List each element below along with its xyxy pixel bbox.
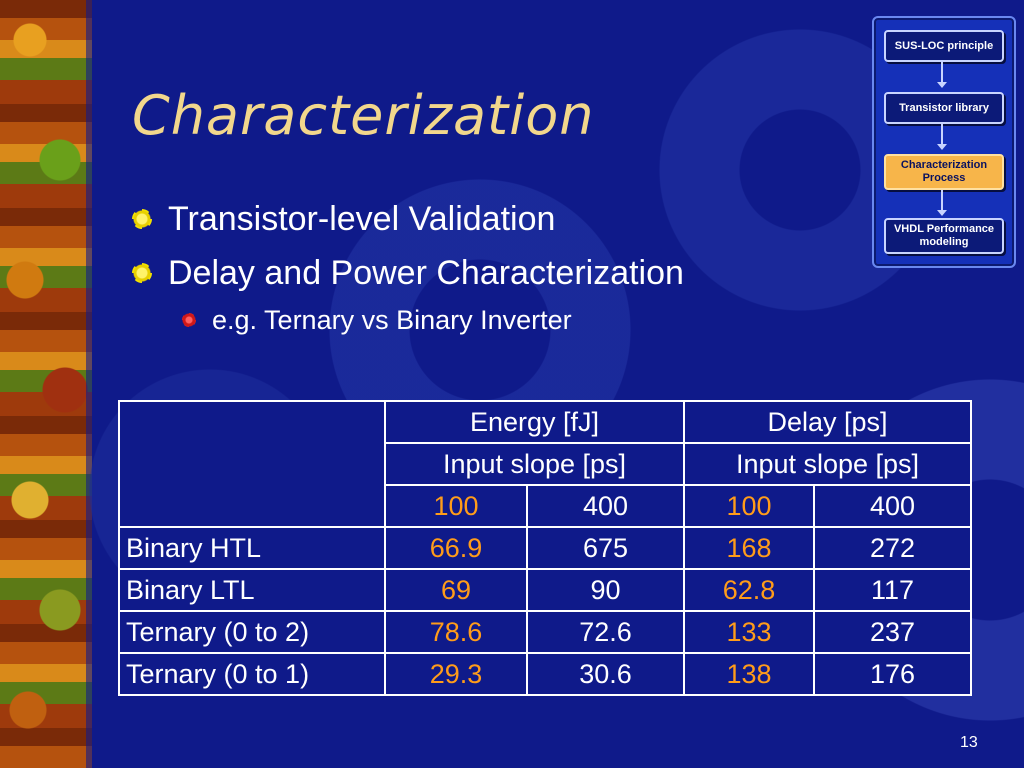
- header-delay: Delay [ps]: [683, 400, 972, 444]
- table-cell: 90: [526, 568, 685, 612]
- table-row: Ternary (0 to 2) 78.6 72.6 133 237: [118, 610, 972, 654]
- table-cell: 272: [813, 526, 972, 570]
- slide-title: Characterization: [132, 84, 595, 147]
- flow-step-sus-loc: SUS-LOC principle: [884, 30, 1004, 62]
- table-cell: 78.6: [384, 610, 528, 654]
- flow-step-vhdl-modeling: VHDL Performance modeling: [884, 218, 1004, 254]
- slope-cell: 400: [813, 484, 972, 528]
- slope-cell: 100: [683, 484, 815, 528]
- table-cell: 133: [683, 610, 815, 654]
- table-row: Binary LTL 69 90 62.8 117: [118, 568, 972, 612]
- table-header-row: Energy [fJ] Delay [ps]: [118, 400, 972, 528]
- decorative-strip: [0, 0, 92, 768]
- flow-arrow-icon: [937, 190, 947, 216]
- bullet-item: Transistor-level Validation: [132, 192, 684, 246]
- flow-arrow-icon: [937, 62, 947, 88]
- flow-arrow-icon: [937, 124, 947, 150]
- table-cell: 117: [813, 568, 972, 612]
- table-cell: 237: [813, 610, 972, 654]
- table-cell: 66.9: [384, 526, 528, 570]
- sub-bullet-item: e.g. Ternary vs Binary Inverter: [182, 300, 684, 340]
- row-label: Binary HTL: [118, 526, 386, 570]
- table-cell: 29.3: [384, 652, 528, 696]
- row-label: Binary LTL: [118, 568, 386, 612]
- bullet-icon: [132, 263, 152, 283]
- table-corner-cell: [118, 400, 386, 528]
- row-label: Ternary (0 to 2): [118, 610, 386, 654]
- bullet-item: Delay and Power Characterization: [132, 246, 684, 300]
- table-cell: 69: [384, 568, 528, 612]
- bullet-text: Transistor-level Validation: [168, 199, 556, 238]
- bullet-text: Delay and Power Characterization: [168, 253, 684, 292]
- sub-bullet-icon: [182, 313, 196, 327]
- subheader-delay-slope: Input slope [ps]: [683, 442, 972, 486]
- slope-cell: 100: [384, 484, 528, 528]
- bullet-list: Transistor-level Validation Delay and Po…: [132, 192, 684, 340]
- flow-step-characterization: Characterization Process: [884, 154, 1004, 190]
- table-cell: 138: [683, 652, 815, 696]
- page-number: 13: [960, 734, 978, 751]
- table-cell: 30.6: [526, 652, 685, 696]
- row-label: Ternary (0 to 1): [118, 652, 386, 696]
- table-cell: 675: [526, 526, 685, 570]
- table-row: Binary HTL 66.9 675 168 272: [118, 526, 972, 570]
- characterization-table: Energy [fJ] Delay [ps] Input slope [ps] …: [118, 400, 972, 696]
- table-cell: 72.6: [526, 610, 685, 654]
- table-cell: 62.8: [683, 568, 815, 612]
- sub-bullet-text: e.g. Ternary vs Binary Inverter: [212, 304, 572, 335]
- process-flow-panel: SUS-LOC principle Transistor library Cha…: [872, 16, 1016, 268]
- table-slope-row: 100 400 100 400: [119, 484, 972, 528]
- flow-step-transistor-library: Transistor library: [884, 92, 1004, 124]
- subheader-energy-slope: Input slope [ps]: [384, 442, 685, 486]
- table-cell: 176: [813, 652, 972, 696]
- header-energy: Energy [fJ]: [384, 400, 685, 444]
- bullet-icon: [132, 209, 152, 229]
- table-cell: 168: [683, 526, 815, 570]
- slope-cell: 400: [526, 484, 685, 528]
- table-row: Ternary (0 to 1) 29.3 30.6 138 176: [118, 652, 972, 696]
- table-subheader-row: Input slope [ps] Input slope [ps]: [119, 442, 972, 486]
